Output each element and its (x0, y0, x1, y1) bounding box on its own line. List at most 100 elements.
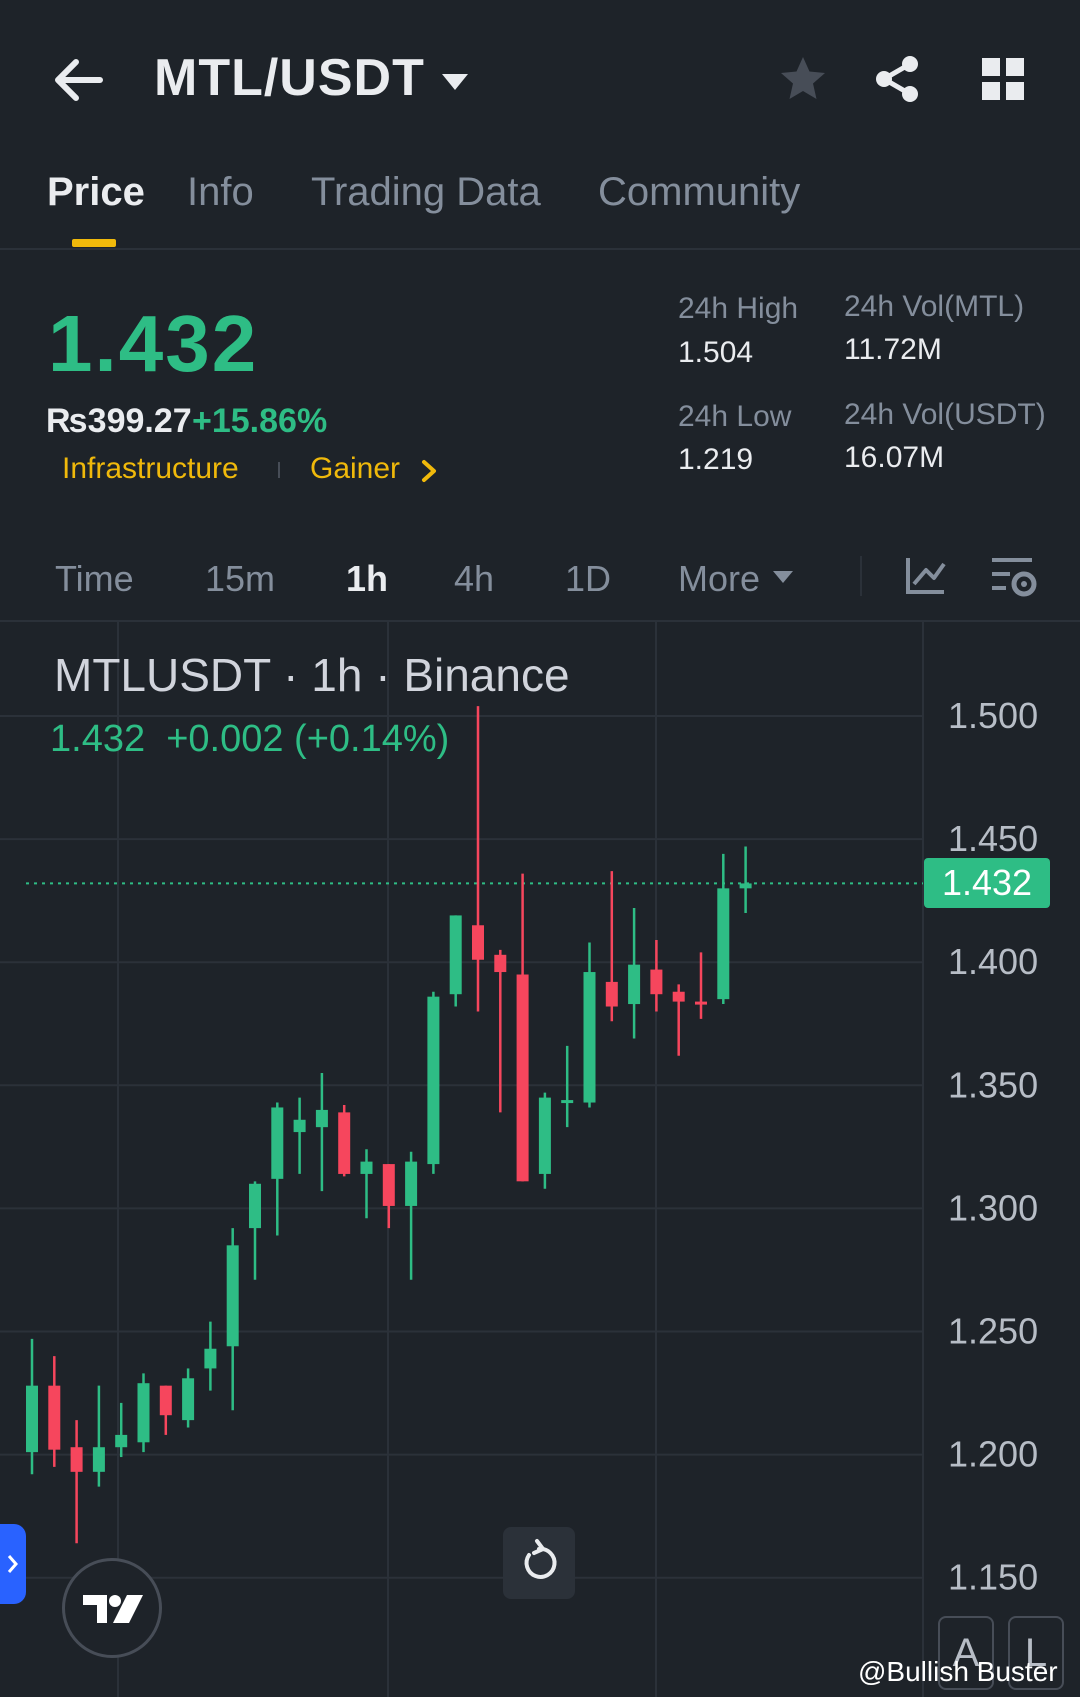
candle-body (449, 915, 462, 995)
candle (293, 1097, 306, 1174)
candle (717, 853, 730, 1005)
indicator-icon[interactable] (904, 556, 948, 596)
tab-community[interactable]: Community (598, 170, 801, 214)
drawing-toolbar-toggle[interactable] (0, 1524, 26, 1604)
candle (516, 873, 529, 1182)
candle-body (26, 1385, 38, 1453)
volume-base-value: 11.72M (844, 333, 942, 366)
candle (70, 1420, 83, 1544)
candle (92, 1385, 105, 1487)
reset-chart-button[interactable] (503, 1527, 575, 1599)
candle (739, 846, 752, 913)
star-icon[interactable] (778, 54, 828, 104)
pair-title[interactable]: MTL/USDT (154, 49, 425, 107)
tradingview-logo[interactable] (62, 1558, 162, 1658)
y-tick-label: 1.200 (948, 1434, 1038, 1475)
chart-settings-icon[interactable] (990, 552, 1038, 600)
candle (494, 949, 507, 1113)
interval-4h[interactable]: 4h (454, 558, 495, 599)
y-tick-label: 1.350 (948, 1064, 1038, 1105)
candle-body (695, 1001, 707, 1005)
fiat-price: ₨399.27 (46, 402, 192, 440)
tag-separator (278, 462, 280, 478)
candle-body (561, 1100, 574, 1104)
candle (360, 1149, 373, 1219)
share-icon[interactable] (872, 54, 922, 104)
chart-symbol-line: MTLUSDT · 1h · Binance (54, 649, 570, 701)
log-scale-button[interactable]: L (1008, 1616, 1064, 1690)
y-tick-label: 1.250 (948, 1311, 1038, 1352)
low-value: 1.219 (678, 443, 754, 476)
candle-body (650, 969, 663, 995)
interval-divider (860, 556, 862, 596)
candle (315, 1072, 328, 1192)
candle (204, 1321, 217, 1391)
candle-body (92, 1447, 105, 1472)
candle-body (427, 996, 440, 1165)
candle (382, 1164, 395, 1229)
last-price: 1.432 (48, 299, 259, 388)
candle (182, 1368, 195, 1428)
candle-body (48, 1385, 61, 1450)
volume-quote-label: 24h Vol(USDT) (844, 398, 1046, 431)
candle-body (672, 991, 685, 1002)
y-tick-label: 1.450 (948, 818, 1038, 859)
candlestick-chart[interactable]: 1.500 1.450 1.400 1.350 1.300 1.250 1.200 1.150 (0, 622, 1080, 1697)
candle (159, 1385, 172, 1435)
auto-scale-button[interactable]: A (938, 1616, 994, 1690)
candle-body (70, 1447, 83, 1472)
candle-body (204, 1348, 217, 1369)
tab-trading-data[interactable]: Trading Data (311, 170, 541, 214)
tag-gainer[interactable]: Gainer (310, 452, 401, 485)
y-tick-label: 1.150 (948, 1557, 1038, 1598)
volume-quote-value: 16.07M (844, 441, 945, 474)
candle-body (739, 883, 752, 889)
candle-body (293, 1119, 306, 1133)
chevron-right-icon[interactable] (418, 456, 442, 486)
tab-price[interactable]: Price (47, 170, 145, 214)
candle-body (315, 1109, 328, 1128)
candle-body (628, 964, 641, 1005)
caret-down-icon[interactable] (440, 70, 470, 94)
interval-time[interactable]: Time (55, 558, 134, 599)
candle-body (360, 1161, 373, 1174)
candle (26, 1338, 38, 1475)
back-arrow-icon[interactable] (48, 50, 108, 110)
candle-body (717, 888, 730, 1000)
candle-body (405, 1161, 418, 1206)
candle-body (538, 1097, 551, 1174)
chart-top-border (0, 620, 1080, 622)
y-tick-label: 1.300 (948, 1187, 1038, 1228)
candle-body (494, 954, 507, 973)
candle (605, 871, 618, 1022)
candle-body (137, 1383, 150, 1443)
active-tab-indicator (72, 239, 116, 247)
caret-down-icon[interactable] (772, 568, 794, 586)
candle-body (338, 1112, 351, 1174)
candle-body (226, 1245, 239, 1347)
candle-body (583, 972, 596, 1103)
low-label: 24h Low (678, 400, 792, 433)
candle (249, 1181, 261, 1280)
volume-base-label: 24h Vol(MTL) (844, 290, 1025, 323)
tab-info[interactable]: Info (187, 170, 254, 214)
candle (672, 984, 685, 1056)
high-value: 1.504 (678, 336, 754, 369)
interval-15m[interactable]: 15m (205, 558, 276, 599)
interval-1h[interactable]: 1h (346, 558, 389, 599)
refresh-icon (524, 1539, 557, 1579)
grid-icon[interactable] (980, 56, 1026, 102)
high-label: 24h High (678, 292, 799, 325)
chevron-right-icon (7, 1555, 18, 1573)
tabs-divider (0, 248, 1080, 250)
candle-body (182, 1378, 195, 1421)
interval-1d[interactable]: 1D (565, 558, 612, 599)
candle (338, 1104, 351, 1177)
candle (472, 706, 484, 1012)
candle (628, 908, 641, 1039)
change-percent: +15.86% (192, 402, 328, 440)
candle (583, 942, 596, 1108)
tag-infrastructure[interactable]: Infrastructure (62, 452, 239, 485)
candle-body (115, 1434, 128, 1448)
interval-more[interactable]: More (678, 558, 761, 599)
